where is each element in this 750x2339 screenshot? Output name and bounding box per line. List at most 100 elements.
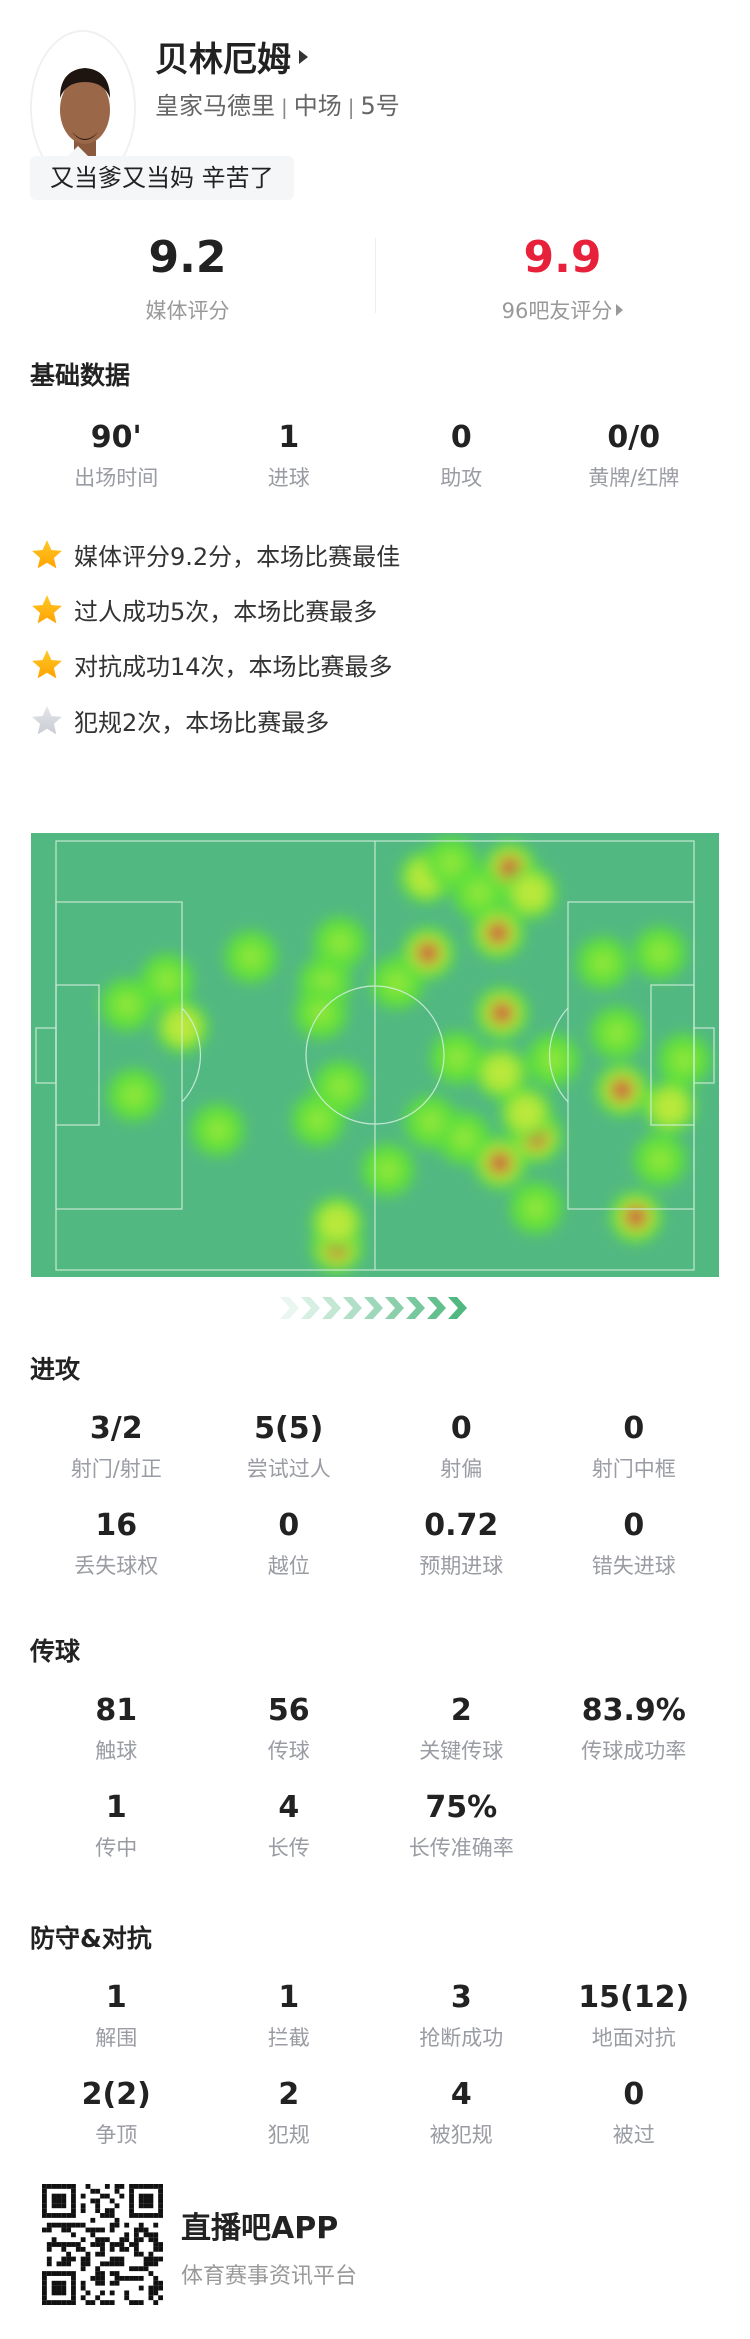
stat-cell: 16 丢失球权: [30, 1508, 203, 1580]
stat-value: 83.9%: [581, 1693, 686, 1728]
fan-rating-label: 96吧友评分: [501, 299, 613, 323]
star-icon: [32, 705, 62, 734]
heat-blob: [648, 1148, 672, 1172]
caret-right-icon: [299, 49, 308, 64]
heat-blob: [239, 945, 263, 969]
chevron-right-icon: [301, 1297, 320, 1319]
heat-blob: [488, 923, 508, 943]
app-name: 直播吧APP: [181, 2211, 339, 2246]
star-icon: [32, 594, 62, 623]
player-name-link[interactable]: 贝林厄姆: [155, 32, 308, 81]
player-info: 皇家马德里 | 中场 | 5号: [155, 92, 400, 120]
stat-cell: 4 长传: [203, 1790, 376, 1862]
stat-cell: 2(2) 争顶: [30, 2077, 203, 2149]
star-icon: [32, 539, 62, 568]
stat-minutes: 90' 出场时间: [30, 420, 203, 492]
stat-value: 2(2): [81, 2077, 151, 2112]
stat-cell: 81 触球: [30, 1693, 203, 1765]
stat-label: 尝试过人: [246, 1457, 331, 1481]
heat-blob: [652, 1089, 688, 1125]
defense-stats-row: 2(2) 争顶 2 犯规 4 被犯规 0 被过: [30, 2077, 720, 2149]
stat-value: 0: [450, 420, 472, 455]
stat-label: 射门中框: [591, 1457, 676, 1481]
stat-value: 2: [450, 1693, 472, 1728]
stat-value: 1: [278, 420, 300, 455]
highlight-item: 对抗成功14次，本场比赛最多: [30, 647, 393, 682]
highlight-item: 媒体评分9.2分，本场比赛最佳: [30, 537, 400, 572]
stat-value: 56: [267, 1693, 310, 1728]
heat-blob: [483, 1055, 519, 1091]
highlight-text: 过人成功5次，本场比赛最多: [74, 598, 378, 626]
stat-cell: 5(5) 尝试过人: [203, 1411, 376, 1483]
section-title-basic: 基础数据: [30, 361, 131, 390]
heat-blob: [508, 1095, 544, 1131]
pitch-lines: [35, 840, 715, 1271]
stat-cell: 0 射偏: [375, 1411, 548, 1483]
stat-cell: 75% 长传准确率: [375, 1790, 548, 1862]
comment-bubble: 又当爹又当妈 辛苦了: [30, 146, 294, 200]
media-rating: 9.2 媒体评分: [0, 232, 375, 325]
stat-cell: 15(12) 地面对抗: [548, 1980, 721, 2052]
stat-label: 黄牌/红牌: [588, 466, 680, 490]
stat-label: 抢断成功: [419, 2026, 504, 2050]
heat-blob: [626, 1207, 646, 1227]
qr-code[interactable]: [42, 2184, 163, 2305]
stat-label: 被犯规: [429, 2123, 493, 2147]
fan-rating[interactable]: 9.9 96吧友评分: [375, 232, 750, 325]
heatmap-pitch: [31, 833, 719, 1277]
stat-value: 0: [623, 2077, 645, 2112]
heat-blob: [419, 1110, 443, 1134]
stat-label: 传球成功率: [581, 1739, 687, 1763]
stat-value: 5(5): [254, 1411, 324, 1446]
stat-value: 1: [105, 1980, 127, 2015]
stat-value: 0.72: [424, 1508, 499, 1543]
stat-value: 0: [278, 1508, 300, 1543]
heat-blob: [648, 941, 672, 965]
stat-cell: 0 射门中框: [548, 1411, 721, 1483]
stat-goals: 1 进球: [203, 420, 376, 492]
basic-stats: 90' 出场时间 1 进球 0 助攻 0/0 黄牌/红牌: [30, 420, 720, 492]
heat-blob: [206, 1118, 230, 1142]
attack-stats-row: 3/2 射门/射正 5(5) 尝试过人 0 射偏 0 射门中框: [30, 1411, 720, 1483]
heat-blob: [418, 943, 438, 963]
heat-blob: [385, 971, 409, 995]
heat-blob: [328, 931, 352, 955]
stat-value: 0: [623, 1508, 645, 1543]
stat-value: 16: [95, 1508, 138, 1543]
stat-value: 75%: [425, 1790, 498, 1825]
stat-label: 进球: [267, 466, 310, 490]
heat-blob: [452, 1126, 476, 1150]
chevron-right-icon: [322, 1297, 341, 1319]
stat-cell: 3/2 射门/射正: [30, 1411, 203, 1483]
stat-label: 被过: [612, 2123, 655, 2147]
heat-blob: [524, 1196, 548, 1220]
heat-blob: [467, 881, 491, 905]
heat-blob: [306, 1108, 330, 1132]
stat-label: 关键传球: [419, 1739, 504, 1763]
attack-direction-arrows: [280, 1297, 467, 1319]
heatmap-layer: [101, 837, 710, 1273]
defense-stats-row: 1 解围 1 拦截 3 抢断成功 15(12) 地面对抗: [30, 1980, 720, 2052]
heat-blob: [439, 851, 463, 875]
stat-label: 犯规: [267, 2123, 310, 2147]
stat-value: 3: [450, 1980, 472, 2015]
heat-blob: [155, 968, 179, 992]
highlight-text: 犯规2次，本场比赛最多: [74, 709, 330, 737]
star-icon: [32, 649, 62, 678]
attack-stats-row: 16 丢失球权 0 越位 0.72 预期进球 0 错失进球: [30, 1508, 720, 1580]
heat-blob: [591, 951, 615, 975]
stat-cell: 0 错失进球: [548, 1508, 721, 1580]
stat-value: 1: [278, 1980, 300, 2015]
stat-cell: 2 犯规: [203, 2077, 376, 2149]
team-name: 皇家马德里: [155, 92, 275, 120]
chevron-right-icon: [364, 1297, 383, 1319]
stat-value: 0: [450, 1411, 472, 1446]
heat-blob: [328, 1075, 352, 1099]
media-rating-value: 9.2: [148, 232, 227, 283]
player-name: 贝林厄姆: [155, 40, 291, 80]
passing-stats-row: 1 传中 4 长传 75% 长传准确率: [30, 1790, 720, 1862]
fan-rating-value: 9.9: [523, 232, 602, 283]
stat-label: 射偏: [440, 1457, 483, 1481]
stat-cell: 1 传中: [30, 1790, 203, 1862]
stat-assists: 0 助攻: [375, 420, 548, 492]
